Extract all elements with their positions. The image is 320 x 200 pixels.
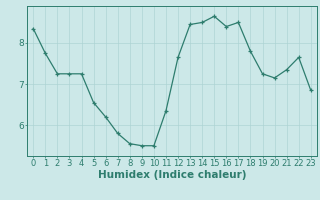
X-axis label: Humidex (Indice chaleur): Humidex (Indice chaleur) <box>98 170 246 180</box>
